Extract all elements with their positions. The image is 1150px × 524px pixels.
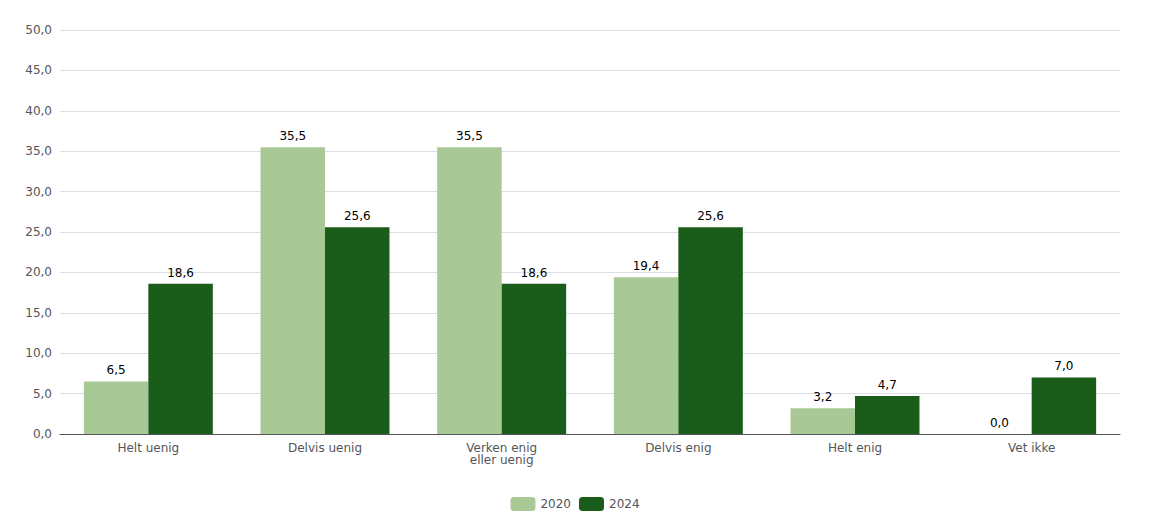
- svg-text:25,0: 25,0: [25, 225, 52, 239]
- svg-text:20,0: 20,0: [25, 265, 52, 279]
- svg-text:35,5: 35,5: [279, 129, 306, 143]
- svg-text:Vet ikke: Vet ikke: [1008, 441, 1055, 455]
- svg-text:6,5: 6,5: [107, 363, 126, 377]
- svg-text:18,6: 18,6: [167, 266, 194, 280]
- svg-text:3,2: 3,2: [813, 390, 832, 404]
- svg-text:Verken enig: Verken enig: [466, 441, 538, 455]
- svg-text:40,0: 40,0: [25, 104, 52, 118]
- svg-text:50,0: 50,0: [25, 23, 52, 37]
- svg-text:25,6: 25,6: [697, 209, 724, 223]
- svg-text:5,0: 5,0: [33, 387, 52, 401]
- svg-text:0,0: 0,0: [990, 416, 1009, 430]
- svg-text:2020: 2020: [540, 497, 571, 511]
- svg-text:10,0: 10,0: [25, 346, 52, 360]
- svg-text:30,0: 30,0: [25, 185, 52, 199]
- svg-text:Helt enig: Helt enig: [828, 441, 882, 455]
- svg-text:35,0: 35,0: [25, 144, 52, 158]
- svg-text:Delvis uenig: Delvis uenig: [288, 441, 362, 455]
- svg-text:Helt uenig: Helt uenig: [117, 441, 179, 455]
- svg-text:45,0: 45,0: [25, 63, 52, 77]
- svg-text:2024: 2024: [609, 497, 640, 511]
- svg-text:0,0: 0,0: [33, 427, 52, 441]
- svg-text:18,6: 18,6: [521, 266, 548, 280]
- svg-text:eller uenig: eller uenig: [470, 453, 534, 467]
- svg-text:4,7: 4,7: [878, 378, 897, 392]
- svg-text:15,0: 15,0: [25, 306, 52, 320]
- svg-text:25,6: 25,6: [344, 209, 371, 223]
- svg-text:Delvis enig: Delvis enig: [645, 441, 711, 455]
- svg-text:35,5: 35,5: [456, 129, 483, 143]
- svg-text:7,0: 7,0: [1054, 359, 1073, 373]
- svg-text:19,4: 19,4: [633, 259, 660, 273]
